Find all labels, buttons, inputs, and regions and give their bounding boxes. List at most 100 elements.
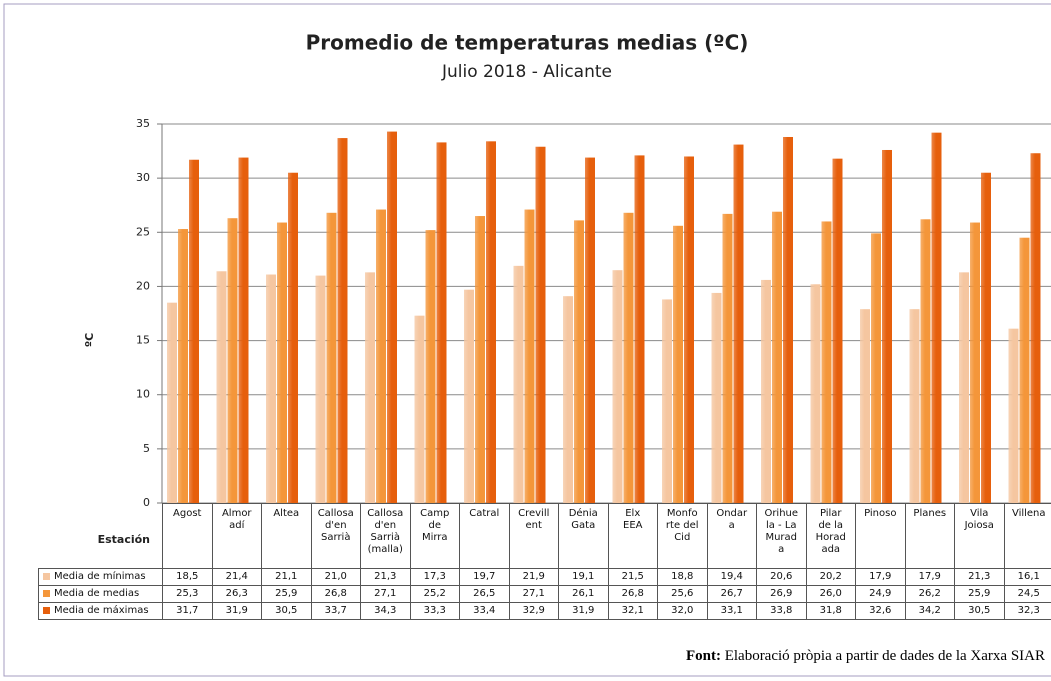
legend-key xyxy=(43,589,50,597)
bar xyxy=(1008,328,1019,503)
bar xyxy=(414,315,425,503)
bar xyxy=(535,146,546,504)
legend-key xyxy=(43,572,50,580)
category-cell: Agost xyxy=(162,503,213,569)
value-cell: 21,1 xyxy=(261,568,312,586)
bar xyxy=(623,212,634,503)
y-tick-label: 0 xyxy=(143,496,150,509)
value-cell: 26,3 xyxy=(211,585,262,603)
bar xyxy=(337,138,348,503)
bar xyxy=(832,158,843,503)
category-cell: Dénia Gata xyxy=(558,503,609,569)
bar xyxy=(970,222,980,504)
value-cell: 32,6 xyxy=(855,602,906,620)
value-cell: 32,9 xyxy=(508,602,559,620)
value-cell: 21,9 xyxy=(508,568,559,586)
value-cell: 30,5 xyxy=(954,602,1005,620)
value-cell: 21,4 xyxy=(211,568,262,586)
value-cell: 20,2 xyxy=(805,568,856,586)
value-cell: 18,5 xyxy=(162,568,213,586)
value-cell: 18,8 xyxy=(657,568,708,586)
frame xyxy=(3,3,1051,677)
y-tick-label: 15 xyxy=(136,334,150,347)
bar xyxy=(585,157,595,503)
chart-subtitle: Julio 2018 - Alicante xyxy=(441,62,612,82)
value-cell: 25,2 xyxy=(409,585,460,603)
bar xyxy=(513,265,524,503)
bar xyxy=(524,209,535,503)
bar xyxy=(959,272,969,503)
value-cell: 25,6 xyxy=(657,585,708,603)
bar xyxy=(266,274,276,503)
value-cell: 25,3 xyxy=(162,585,213,603)
value-cell: 33,4 xyxy=(459,602,510,620)
bar xyxy=(711,292,722,503)
category-cell: Altea xyxy=(261,503,312,569)
value-cell: 31,8 xyxy=(805,602,856,620)
category-cell: Callosa d'en Sarrià xyxy=(310,503,361,569)
value-cell: 17,9 xyxy=(855,568,906,586)
category-cell: Vila Joiosa xyxy=(954,503,1005,569)
bar xyxy=(772,211,782,503)
bar xyxy=(227,218,238,504)
value-cell: 27,1 xyxy=(508,585,559,603)
category-cell: Planes xyxy=(904,503,955,569)
bar xyxy=(860,309,870,503)
bar xyxy=(464,289,474,503)
value-cell: 32,3 xyxy=(1003,602,1051,620)
value-cell: 31,9 xyxy=(211,602,262,620)
category-cell: Orihue la - La Murad a xyxy=(756,503,807,569)
legend-cell: Media de máximas xyxy=(38,602,163,620)
y-tick-label: 25 xyxy=(136,225,150,238)
bar xyxy=(931,132,942,504)
legend-key xyxy=(43,606,50,614)
category-cell: Almor adí xyxy=(211,503,262,569)
bar xyxy=(288,172,298,503)
value-cell: 34,3 xyxy=(360,602,411,620)
value-cell: 26,8 xyxy=(310,585,361,603)
value-cell: 33,1 xyxy=(706,602,757,620)
bar xyxy=(882,149,892,503)
category-cell: Callosa d'en Sarrià (malla) xyxy=(360,503,411,569)
category-cell: Camp de Mirra xyxy=(409,503,460,569)
bar xyxy=(612,270,623,503)
bar xyxy=(216,271,227,503)
value-cell: 33,8 xyxy=(756,602,807,620)
value-cell: 26,2 xyxy=(904,585,955,603)
value-cell: 26,7 xyxy=(706,585,757,603)
y-tick-label: 10 xyxy=(136,388,150,401)
value-cell: 34,2 xyxy=(904,602,955,620)
bar xyxy=(326,212,337,503)
bar xyxy=(376,209,386,503)
category-cell: Ondar a xyxy=(706,503,757,569)
bar xyxy=(425,230,436,503)
bar xyxy=(871,233,881,503)
bar xyxy=(475,216,485,504)
y-tick-label: 5 xyxy=(143,442,150,455)
category-cell: Crevill ent xyxy=(508,503,559,569)
bar xyxy=(574,220,584,504)
bar xyxy=(387,131,397,503)
category-cell: Catral xyxy=(459,503,510,569)
bar xyxy=(981,172,991,503)
value-cell: 19,1 xyxy=(558,568,609,586)
bar xyxy=(436,142,447,503)
value-cell: 26,5 xyxy=(459,585,510,603)
bar xyxy=(486,141,496,503)
bar xyxy=(821,221,832,503)
legend-label: Media de mínimas xyxy=(54,571,146,582)
y-tick-label: 20 xyxy=(136,279,150,292)
bar xyxy=(634,155,645,503)
value-cell: 21,0 xyxy=(310,568,361,586)
source-text: Elaboració pròpia a partir de dades de l… xyxy=(724,648,1045,664)
bar xyxy=(662,299,672,503)
bar xyxy=(722,213,733,503)
bar xyxy=(277,222,287,504)
legend-cell: Media de medias xyxy=(38,585,163,603)
bar xyxy=(783,136,793,503)
bar xyxy=(909,309,920,503)
bar xyxy=(1030,153,1041,504)
category-cell: Elx EEA xyxy=(607,503,658,569)
value-cell: 21,5 xyxy=(607,568,658,586)
